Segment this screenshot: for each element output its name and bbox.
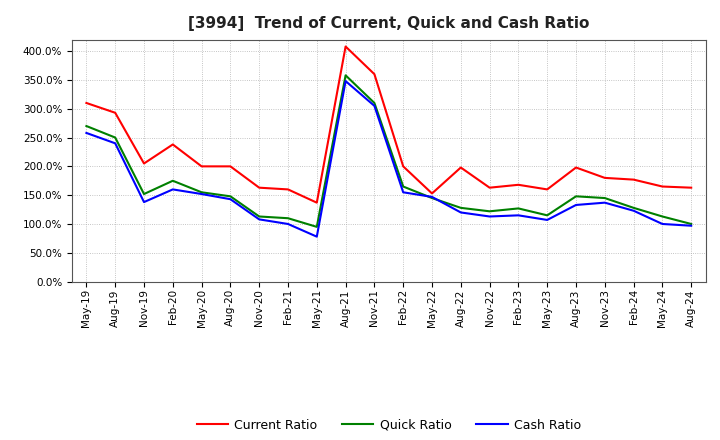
Current Ratio — [572, 165, 580, 170]
Current Ratio — [341, 44, 350, 49]
Current Ratio — [456, 165, 465, 170]
Current Ratio — [82, 100, 91, 106]
Cash Ratio — [168, 187, 177, 192]
Quick Ratio — [82, 123, 91, 128]
Quick Ratio — [428, 195, 436, 201]
Current Ratio — [399, 164, 408, 169]
Cash Ratio — [111, 141, 120, 146]
Current Ratio — [658, 184, 667, 189]
Current Ratio — [485, 185, 494, 191]
Cash Ratio — [341, 78, 350, 84]
Quick Ratio — [312, 224, 321, 230]
Quick Ratio — [399, 184, 408, 189]
Current Ratio — [312, 200, 321, 205]
Quick Ratio — [543, 213, 552, 218]
Cash Ratio — [312, 234, 321, 239]
Cash Ratio — [428, 194, 436, 199]
Quick Ratio — [341, 73, 350, 78]
Quick Ratio — [572, 194, 580, 199]
Cash Ratio — [687, 223, 696, 228]
Quick Ratio — [456, 205, 465, 210]
Cash Ratio — [543, 217, 552, 223]
Line: Current Ratio: Current Ratio — [86, 47, 691, 203]
Quick Ratio — [658, 214, 667, 219]
Cash Ratio — [197, 191, 206, 197]
Cash Ratio — [600, 200, 609, 205]
Current Ratio — [370, 72, 379, 77]
Cash Ratio — [399, 190, 408, 195]
Cash Ratio — [514, 213, 523, 218]
Current Ratio — [514, 182, 523, 187]
Quick Ratio — [226, 194, 235, 199]
Cash Ratio — [226, 197, 235, 202]
Line: Quick Ratio: Quick Ratio — [86, 75, 691, 227]
Quick Ratio — [197, 190, 206, 195]
Current Ratio — [197, 164, 206, 169]
Quick Ratio — [629, 205, 638, 210]
Current Ratio — [226, 164, 235, 169]
Quick Ratio — [485, 209, 494, 214]
Quick Ratio — [255, 214, 264, 219]
Current Ratio — [168, 142, 177, 147]
Quick Ratio — [370, 100, 379, 106]
Title: [3994]  Trend of Current, Quick and Cash Ratio: [3994] Trend of Current, Quick and Cash … — [188, 16, 590, 32]
Cash Ratio — [456, 210, 465, 215]
Line: Cash Ratio: Cash Ratio — [86, 81, 691, 237]
Cash Ratio — [629, 208, 638, 213]
Current Ratio — [543, 187, 552, 192]
Current Ratio — [629, 177, 638, 182]
Current Ratio — [255, 185, 264, 191]
Cash Ratio — [572, 202, 580, 208]
Cash Ratio — [370, 103, 379, 109]
Current Ratio — [140, 161, 148, 166]
Current Ratio — [284, 187, 292, 192]
Quick Ratio — [600, 195, 609, 201]
Cash Ratio — [140, 199, 148, 205]
Quick Ratio — [687, 221, 696, 227]
Quick Ratio — [284, 216, 292, 221]
Quick Ratio — [514, 206, 523, 211]
Current Ratio — [111, 110, 120, 115]
Cash Ratio — [658, 221, 667, 227]
Quick Ratio — [168, 178, 177, 183]
Current Ratio — [600, 175, 609, 180]
Current Ratio — [428, 191, 436, 196]
Quick Ratio — [111, 135, 120, 140]
Cash Ratio — [284, 221, 292, 227]
Cash Ratio — [255, 217, 264, 222]
Cash Ratio — [82, 130, 91, 136]
Current Ratio — [687, 185, 696, 191]
Cash Ratio — [485, 214, 494, 219]
Quick Ratio — [140, 191, 148, 197]
Legend: Current Ratio, Quick Ratio, Cash Ratio: Current Ratio, Quick Ratio, Cash Ratio — [192, 414, 586, 436]
